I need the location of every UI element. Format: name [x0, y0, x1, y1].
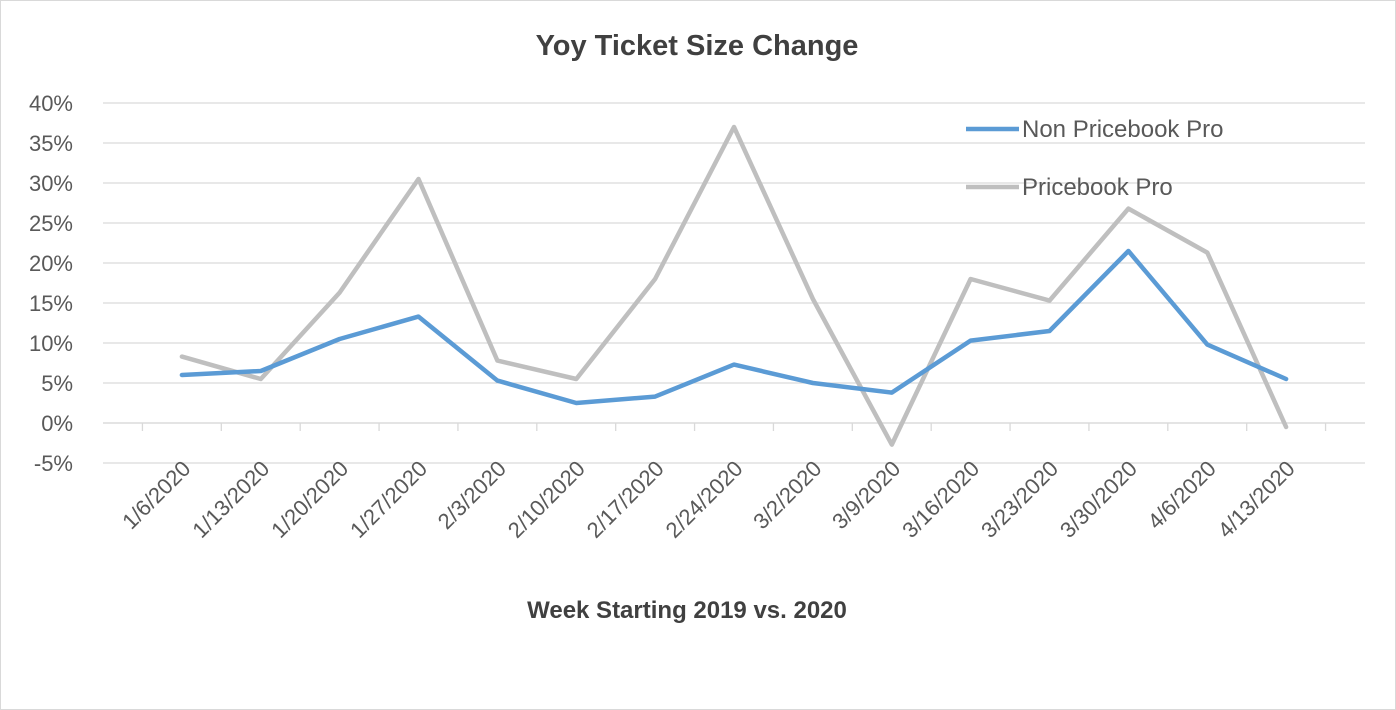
legend: Non Pricebook Pro Pricebook Pro — [966, 116, 1223, 201]
x-tick-label: 4/6/2020 — [1143, 456, 1221, 534]
x-tick-label: 3/9/2020 — [827, 456, 905, 534]
y-tick-label: -5% — [34, 451, 73, 476]
x-tick-label: 3/2/2020 — [748, 456, 826, 534]
x-tick-label: 3/23/2020 — [976, 456, 1063, 543]
legend-label: Pricebook Pro — [1022, 174, 1173, 201]
y-tick-label: 15% — [29, 291, 73, 316]
x-axis — [103, 422, 1365, 431]
series-lines — [179, 124, 1289, 447]
gridlines — [103, 102, 1365, 464]
y-tick-label: 0% — [41, 411, 73, 436]
y-tick-label: 30% — [29, 171, 73, 196]
x-axis-title: Week Starting 2019 vs. 2020 — [527, 597, 847, 624]
x-tick-label: 3/30/2020 — [1055, 456, 1142, 543]
y-tick-label: 40% — [29, 91, 73, 116]
x-tick-label: 2/24/2020 — [661, 456, 748, 543]
y-tick-label: 5% — [41, 371, 73, 396]
y-tick-label: 25% — [29, 211, 73, 236]
x-tick-label: 3/16/2020 — [897, 456, 984, 543]
x-tick-label: 1/20/2020 — [266, 456, 353, 543]
y-tick-label: 35% — [29, 131, 73, 156]
y-tick-label: 10% — [29, 331, 73, 356]
x-tick-label: 1/27/2020 — [345, 456, 432, 543]
x-tick-label: 1/6/2020 — [117, 456, 195, 534]
x-tick-label: 1/13/2020 — [187, 456, 274, 543]
x-tick-label: 4/13/2020 — [1213, 456, 1300, 543]
chart-title: Yoy Ticket Size Change — [536, 30, 859, 62]
x-tick-label: 2/10/2020 — [503, 456, 590, 543]
x-tick-label: 2/17/2020 — [582, 456, 669, 543]
series-line — [179, 124, 1289, 447]
legend-label: Non Pricebook Pro — [1022, 116, 1223, 143]
series-line — [179, 248, 1289, 406]
x-tick-label: 2/3/2020 — [433, 456, 511, 534]
y-tick-label: 20% — [29, 251, 73, 276]
y-axis-tick-labels: -5% 0% 5% 10% 15% 20% 25% 30% 35% 40% — [29, 91, 73, 476]
